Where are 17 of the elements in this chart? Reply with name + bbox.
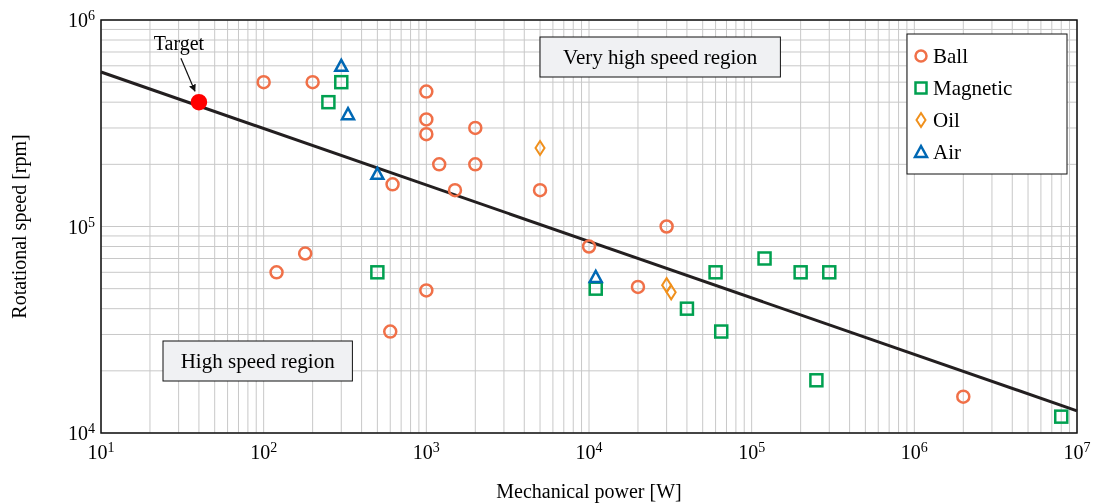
legend-label: Oil — [933, 108, 960, 132]
annotation: High speed region — [180, 349, 336, 373]
x-tick-label: 10$^{4}$ — [575, 439, 603, 463]
legend-label: Magnetic — [933, 76, 1013, 100]
y-tick-label: 10$^{6}$ — [68, 7, 95, 31]
y-axis-title: Rotational speed [rpm] — [8, 134, 31, 319]
x-tick-label: 10$^{5}$ — [738, 439, 766, 463]
x-tick-label: 10$^{3}$ — [412, 439, 440, 463]
legend-label: Ball — [933, 44, 969, 68]
x-tick-label: 10$^{2}$ — [250, 439, 278, 463]
y-tick-label: 10$^{5}$ — [68, 214, 95, 238]
annotation: Target — [153, 32, 205, 56]
x-tick-label: 10$^{7}$ — [1063, 439, 1091, 463]
annotation: Very high speed region — [563, 45, 758, 69]
x-axis-title: Mechanical power [W] — [496, 480, 682, 503]
legend-label: Air — [933, 140, 961, 164]
x-tick-label: 10$^{6}$ — [900, 439, 928, 463]
